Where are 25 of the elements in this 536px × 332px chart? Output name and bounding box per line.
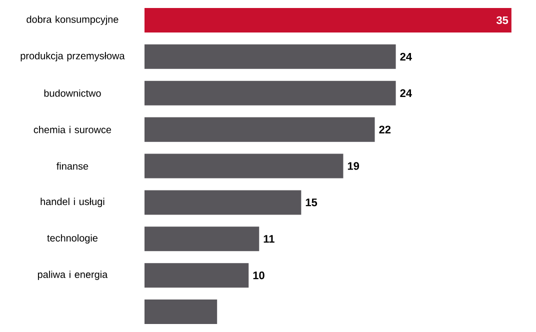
bar [144,116,376,143]
y-tick-label: handel i usługi [40,198,104,208]
y-tick-label: dobra konsumpcyjne [26,16,118,25]
y-tick-label: paliwa i energia [38,270,108,280]
data-label: 35 [496,16,508,24]
data-label: 11 [264,235,274,243]
bar [144,298,218,326]
bar [144,189,302,216]
bar [144,152,344,180]
bar [144,43,397,70]
y-tick-label: budownictwo [44,89,101,97]
data-label: 24 [400,52,412,61]
data-label: 24 [400,89,412,97]
bar [144,226,260,252]
y-tick-label: chemia i surowce [34,126,112,134]
y-tick-label: technologie [47,234,98,244]
data-label: 22 [379,126,391,134]
y-tick-label: finanse [56,162,88,170]
data-label: 10 [253,271,264,280]
data-label: 15 [306,198,318,206]
bar [144,6,512,34]
bar [144,262,250,289]
data-label: 19 [348,162,360,170]
bar [144,80,397,106]
y-tick-label: produkcja przemysłowa [20,52,125,62]
